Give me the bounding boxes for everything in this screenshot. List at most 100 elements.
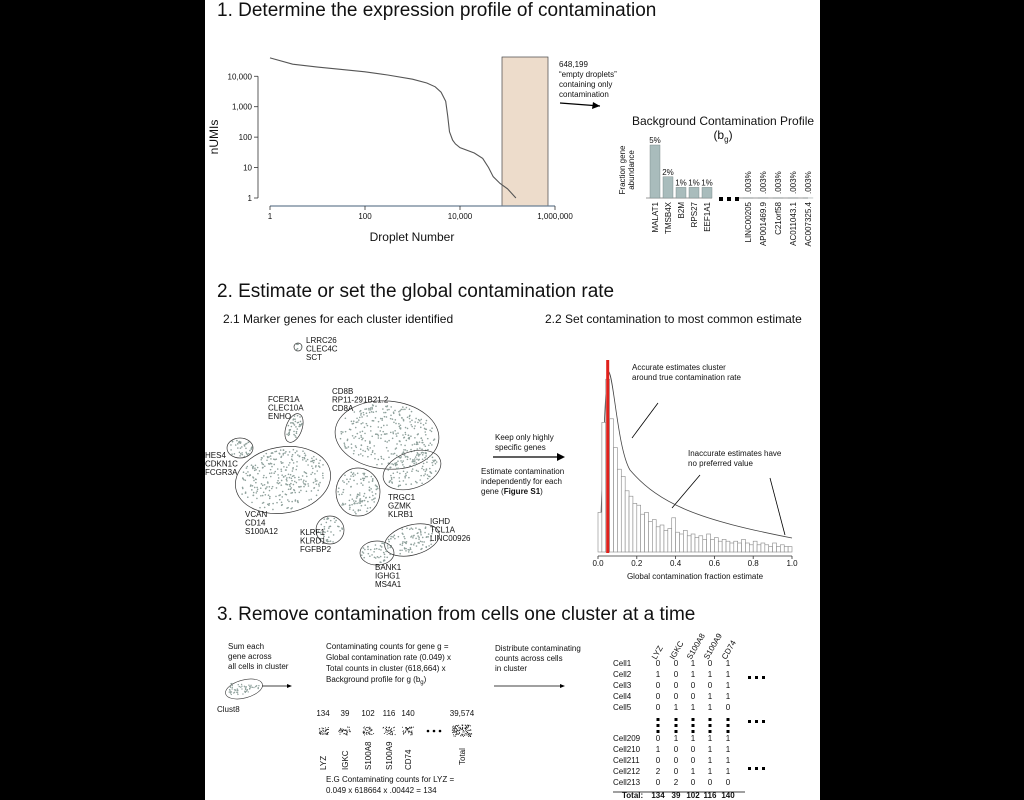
- count-dot: [459, 730, 461, 732]
- cell-dot: [412, 536, 414, 539]
- cell-dot: [239, 441, 242, 443]
- cell-dot: [416, 481, 418, 484]
- cell-dot: [420, 532, 422, 534]
- cell-dot: [367, 500, 369, 503]
- histogram-bar: [749, 544, 754, 553]
- cell-dot: [431, 532, 433, 535]
- cell-dot: [386, 405, 389, 407]
- cell-dot: [399, 409, 401, 412]
- cell-dot: [291, 470, 294, 472]
- cell-dot: [411, 468, 414, 470]
- count-dot: [456, 725, 458, 727]
- cell-dot: [395, 433, 397, 435]
- cell-dot: [369, 408, 372, 411]
- cell-dot: [282, 454, 285, 456]
- y-tick-label: 10: [243, 164, 252, 173]
- cell-dot: [401, 461, 404, 464]
- cell-dot: [275, 495, 277, 498]
- cell-dot: [405, 406, 408, 409]
- cell-dot: [360, 414, 362, 416]
- y-tick-label: 1,000: [232, 103, 253, 112]
- cell-dot: [390, 537, 392, 540]
- cell-dot: [293, 424, 296, 426]
- cell-dot: [415, 537, 417, 540]
- cell-dot: [426, 461, 428, 464]
- cell-dot: [403, 541, 406, 543]
- cell-dot: [301, 475, 304, 477]
- cell-dot: [250, 686, 252, 688]
- cell-dot: [360, 434, 362, 437]
- cell-dot: [392, 463, 395, 466]
- cell-dot: [283, 465, 285, 468]
- cell-dot: [435, 461, 438, 463]
- cell-dot: [273, 472, 275, 475]
- cell-dot: [344, 447, 347, 449]
- cell-dot: [273, 458, 275, 460]
- count-dot: [322, 728, 324, 730]
- cell-dot: [367, 449, 370, 451]
- cell-dot: [288, 461, 291, 464]
- cell-dot: [300, 346, 303, 348]
- cell-dot: [293, 430, 295, 433]
- cell-dot: [258, 685, 260, 687]
- cluster-gene-label: CLEC10A: [268, 404, 304, 413]
- cell-dot: [371, 435, 374, 438]
- gene-label: IGKC: [341, 750, 350, 770]
- histogram-bar: [764, 544, 770, 553]
- cell-dot: [393, 452, 396, 455]
- count-dot: [321, 731, 323, 733]
- count-dot: [465, 725, 467, 727]
- cell-dot: [360, 436, 363, 438]
- table-cell: 1: [708, 703, 713, 712]
- cell-dot: [382, 424, 385, 427]
- cell-dot: [406, 471, 409, 473]
- cell-dot: [289, 473, 292, 476]
- count-dot: [411, 732, 413, 734]
- cell-dot: [398, 440, 401, 442]
- y-tick-label: 1: [248, 194, 253, 203]
- cell-dot: [240, 686, 242, 688]
- row-label: Cell1: [613, 659, 632, 668]
- count-dot: [387, 729, 389, 731]
- cell-dot: [234, 689, 237, 691]
- cell-dot: [419, 528, 422, 531]
- cell-dot: [364, 475, 367, 478]
- cell-dot: [390, 478, 393, 480]
- cell-dot: [428, 444, 430, 447]
- cell-dot: [288, 451, 291, 453]
- cell-dot: [285, 450, 287, 453]
- cell-dot: [394, 409, 396, 412]
- count-dot: [402, 730, 404, 732]
- histogram-bar: [644, 512, 649, 553]
- cell-dot: [245, 442, 248, 445]
- histogram-bar: [783, 546, 789, 553]
- cell-dot: [351, 473, 354, 476]
- cell-dot: [425, 468, 428, 470]
- table-cell: 0: [656, 692, 661, 701]
- cell-dot: [286, 483, 289, 486]
- cell-dot: [292, 468, 294, 470]
- cell-dot: [365, 408, 368, 410]
- cell-dot: [410, 448, 412, 451]
- cell-dot: [298, 478, 300, 481]
- cell-dot: [389, 546, 392, 549]
- count-dot: [384, 731, 386, 733]
- cell-dot: [318, 462, 320, 464]
- cell-dot: [292, 448, 295, 451]
- cell-dot: [361, 455, 364, 457]
- cell-dot: [382, 551, 385, 554]
- ellipsis-dot: [708, 724, 712, 727]
- cell-dot: [295, 468, 298, 471]
- cell-dot: [406, 416, 409, 419]
- cell-dot: [323, 525, 326, 528]
- cell-dot: [350, 471, 353, 474]
- cell-dot: [404, 408, 406, 411]
- count-dot: [465, 730, 467, 732]
- cell-dot: [366, 424, 369, 427]
- cell-dot: [413, 534, 415, 537]
- cell-dot: [421, 544, 424, 546]
- cell-dot: [366, 510, 368, 513]
- gene-label: Total: [458, 748, 467, 765]
- ellipsis-dot: [726, 730, 730, 733]
- cell-dot: [300, 489, 302, 492]
